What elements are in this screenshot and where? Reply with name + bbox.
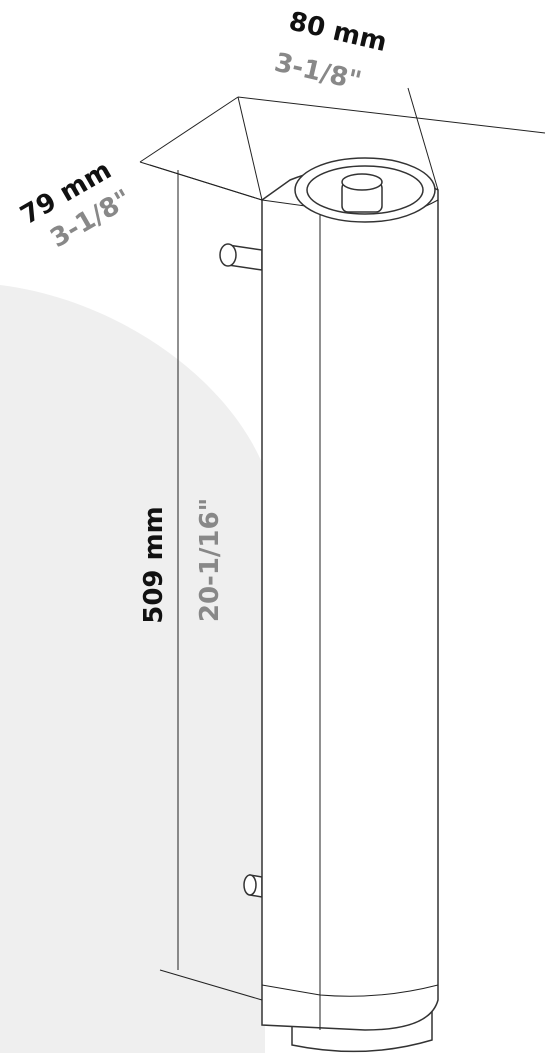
cylinder (262, 158, 438, 1051)
height-imperial: 20-1/16" (195, 498, 225, 622)
width-metric: 80 mm (286, 6, 390, 58)
height-metric: 509 mm (139, 506, 169, 624)
width-imperial: 3-1/8" (271, 48, 364, 97)
drawing: 80 mm 3-1/8" 79 mm 3-1/8" 509 mm 20-1/16… (0, 0, 550, 1053)
background-shape (0, 285, 265, 1053)
